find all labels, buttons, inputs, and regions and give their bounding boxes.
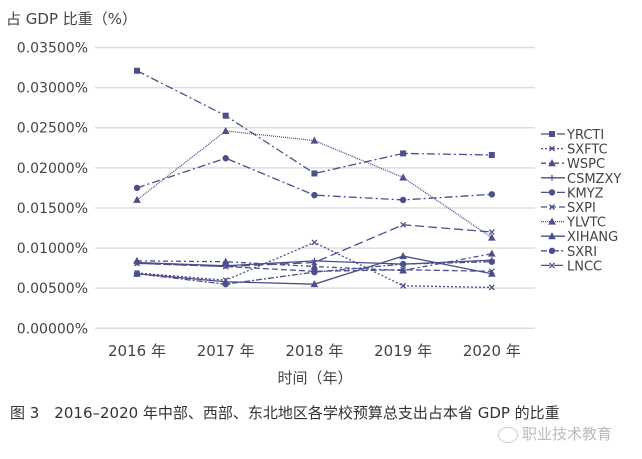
x-axis-title: 时间（年） [277, 369, 352, 387]
data-point [222, 155, 229, 162]
legend-item: XIHANG [541, 230, 618, 245]
legend-label: SXPI [567, 201, 596, 216]
legend-marker [549, 262, 555, 269]
data-point [488, 152, 495, 159]
data-point [400, 266, 407, 273]
data-point [488, 284, 495, 291]
data-point [400, 282, 407, 289]
legend-item: WSPC [541, 157, 605, 172]
legend-item: LNCC [541, 259, 602, 274]
series-line [136, 157, 492, 201]
data-point [487, 233, 496, 241]
series-yrcti [134, 67, 495, 177]
legend-label: LNCC [567, 259, 602, 274]
line-chart: 占 GDP 比重（%） 0.00000% 0.00500% 0.01000% 0.015… [6, 10, 621, 387]
data-point [310, 136, 319, 144]
legend-marker [548, 159, 556, 167]
data-point [222, 263, 229, 270]
legend-item: SXRI [541, 245, 597, 260]
x-tick-label: 2018 年 [285, 342, 343, 360]
data-point [488, 229, 495, 235]
legend-item: YRCTI [541, 128, 604, 143]
watermark-text: 职业技术教育 [522, 425, 613, 443]
data-point [133, 270, 141, 277]
y-tick-label: 0.03000% [17, 81, 88, 97]
x-tick-label: 2017 年 [197, 342, 255, 360]
data-point [222, 112, 229, 119]
data-point [311, 239, 318, 246]
legend-marker [549, 145, 555, 152]
legend-marker [548, 189, 556, 196]
y-tick-label: 0.01000% [17, 241, 88, 257]
y-tick-label: 0.00500% [17, 281, 88, 297]
legend-marker [548, 217, 556, 225]
legend-marker [549, 204, 555, 210]
data-point [399, 252, 407, 260]
x-tick-label: 2019 年 [374, 342, 432, 360]
figure-caption: 图 3 2016–2020 年中部、西部、东北地区各学校预算总支出占本省 GDP… [10, 404, 560, 422]
y-tick-label: 0.00000% [17, 321, 88, 337]
watermark: 职业技术教育 [498, 423, 612, 444]
x-tick-label: 2020 年 [463, 342, 521, 360]
series-sxri [133, 258, 495, 288]
legend-label: SXRI [567, 245, 597, 260]
series-ylvtc [133, 126, 496, 241]
legend-marker [549, 174, 555, 181]
data-point [133, 195, 141, 203]
y-tick-label: 0.01500% [17, 201, 88, 217]
data-point [400, 221, 407, 228]
y-tick-label: 0.03500% [17, 41, 88, 57]
legend-label: KMYZ [567, 186, 604, 201]
data-point [222, 280, 229, 288]
data-point [488, 191, 495, 198]
data-point [134, 67, 140, 74]
data-point [310, 280, 319, 288]
data-point [487, 269, 496, 277]
data-point [311, 268, 318, 276]
data-point [399, 173, 407, 181]
data-point [133, 184, 141, 192]
series-line [136, 130, 493, 239]
data-point [488, 258, 495, 265]
legend-label: CSMZXY [567, 172, 621, 187]
legend-item: YLVTC [541, 216, 606, 231]
legend-label: XIHANG [567, 230, 618, 245]
data-point [221, 126, 230, 134]
legend-marker [548, 232, 556, 240]
legend-item: SXPI [541, 201, 596, 216]
legend-label: YLVTC [566, 216, 606, 231]
legend-label: WSPC [567, 157, 605, 172]
data-point [311, 259, 318, 266]
data-point [399, 196, 407, 204]
series-kmyz [133, 155, 495, 204]
legend-marker [549, 131, 555, 137]
legend-item: CSMZXY [541, 172, 621, 187]
legend-label: YRCTI [566, 128, 604, 143]
x-tick-label: 2016 年 [108, 342, 166, 360]
legend-item: SXFTC [541, 143, 608, 158]
y-tick-label: 0.02000% [17, 161, 88, 177]
wechat-icon [498, 426, 518, 443]
data-point [311, 191, 318, 199]
y-tick-label: 0.02500% [17, 121, 88, 137]
series-line [136, 70, 492, 175]
series-lncc [134, 221, 495, 270]
data-point [487, 249, 496, 257]
legend-item: KMYZ [541, 186, 604, 201]
data-point [400, 150, 407, 157]
legend-marker [548, 247, 556, 255]
series-line [136, 261, 492, 285]
legend-label: SXFTC [567, 143, 608, 158]
data-point [311, 170, 318, 177]
data-point [399, 260, 407, 268]
data-point [134, 260, 140, 267]
y-axis-title: 占 GDP 比重（%） [6, 10, 137, 28]
